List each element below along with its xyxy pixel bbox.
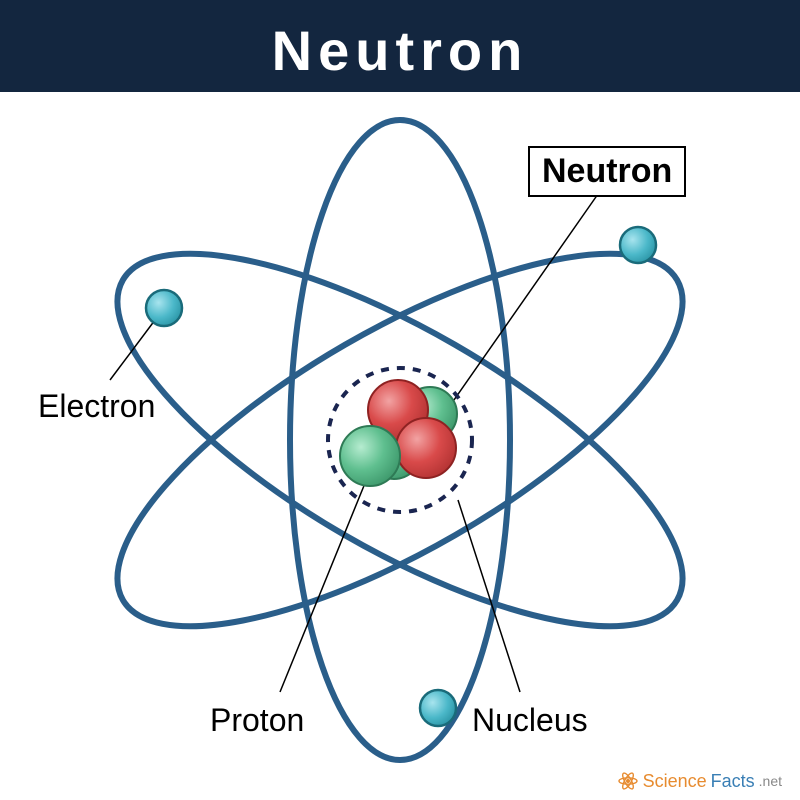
proton-particle [396,418,456,478]
attribution-brand2: Facts [711,771,755,792]
attribution: ScienceFacts.net [617,770,782,792]
nucleus-label: Nucleus [472,702,588,739]
electron-label: Electron [38,388,155,425]
proton-label: Proton [210,702,304,739]
attribution-brand1: Science [643,771,707,792]
attribution-atom-icon [617,770,639,792]
electron-particle [420,690,456,726]
nucleus-group [340,380,457,486]
neutron-label-boxed: Neutron [528,146,686,197]
neutron-particle [340,426,400,486]
electron-particle [146,290,182,326]
attribution-suffix: .net [759,773,782,789]
electron-particle [620,227,656,263]
